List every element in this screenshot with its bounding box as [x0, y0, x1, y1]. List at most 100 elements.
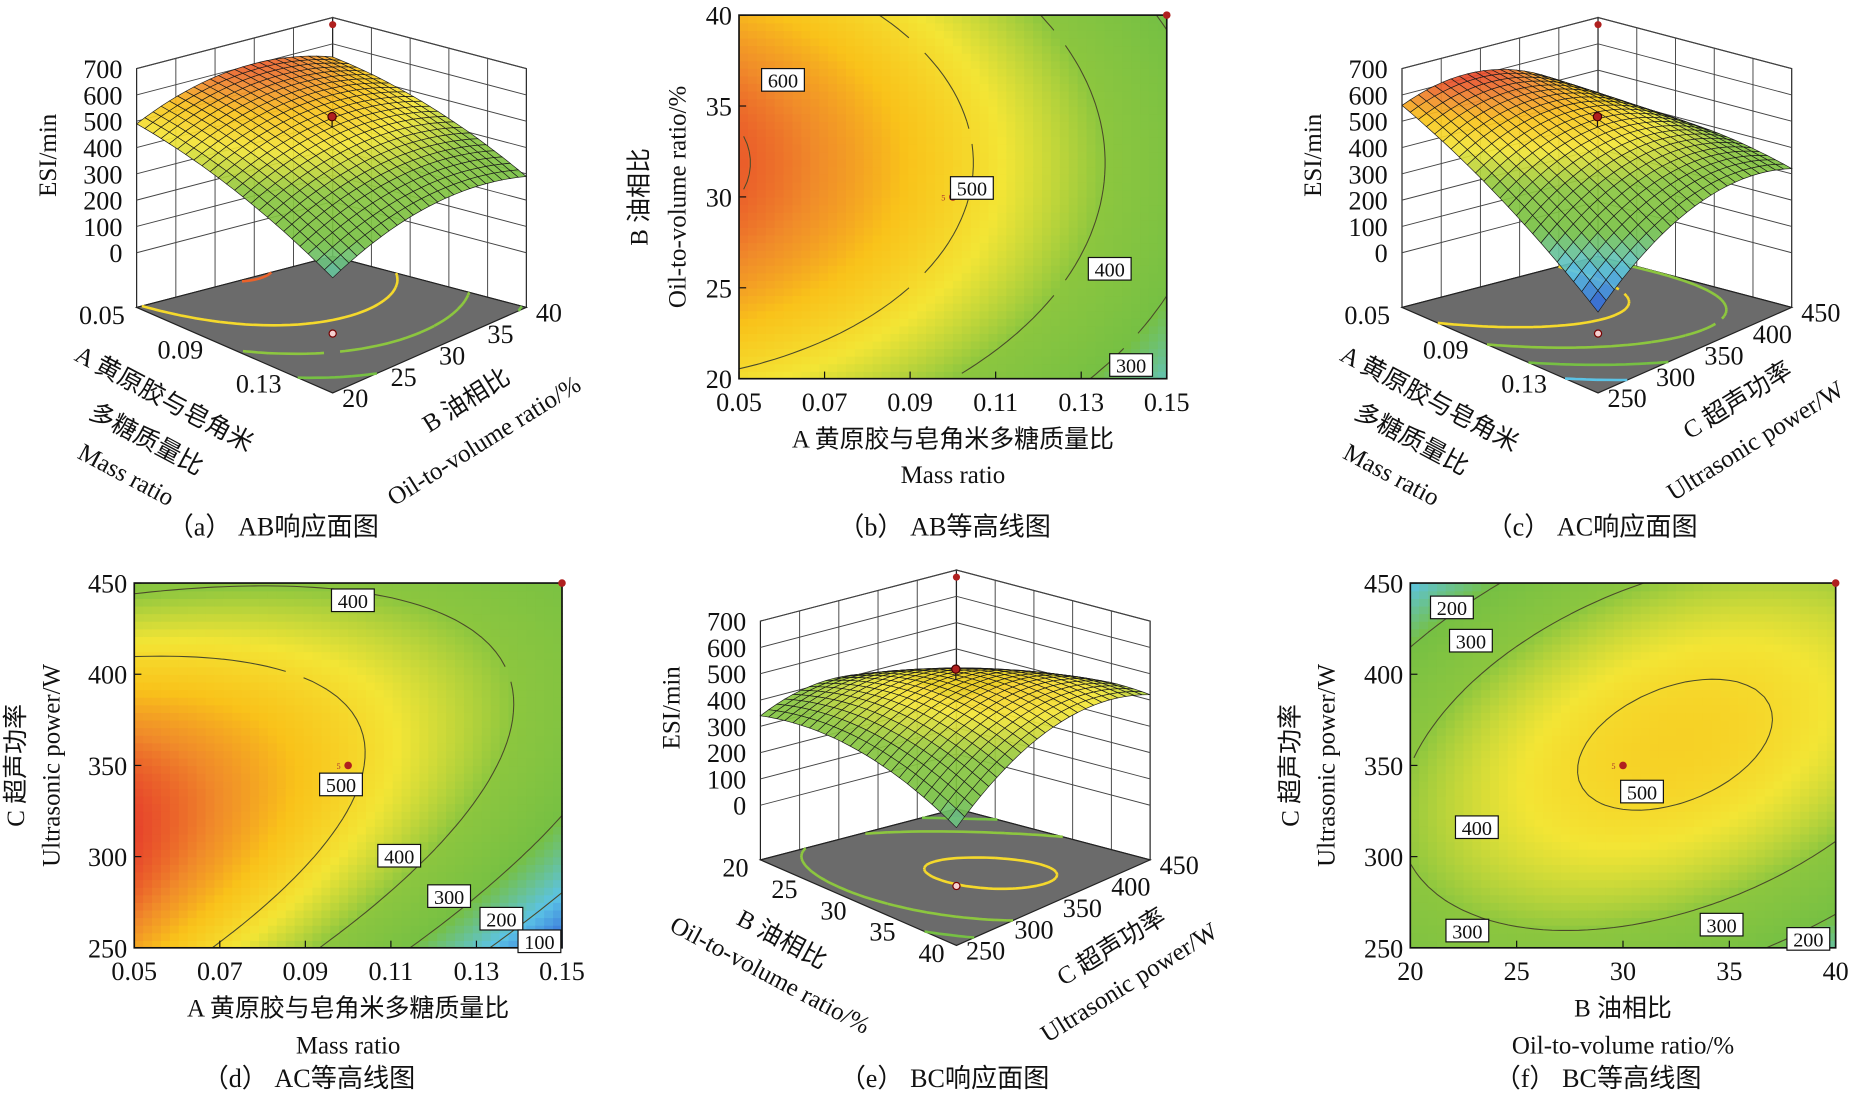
heat-cell — [756, 302, 767, 312]
heat-cell — [303, 598, 314, 607]
heat-cell — [1140, 106, 1150, 115]
heat-cell — [348, 651, 358, 660]
heat-cell — [854, 272, 865, 281]
heat-cell — [979, 151, 990, 160]
heat-cell — [872, 355, 883, 365]
heat-cell — [1104, 90, 1114, 100]
heat-cell — [1122, 333, 1132, 342]
heat-cell — [810, 60, 820, 69]
heat-cell — [935, 151, 945, 160]
heat-cell — [845, 98, 856, 107]
heat-cell — [178, 689, 189, 698]
y-tick-label: 30 — [706, 183, 732, 212]
heat-cell — [1024, 128, 1034, 138]
heat-cell — [979, 242, 990, 251]
heat-cell — [1077, 136, 1088, 145]
heat-cell — [756, 196, 767, 206]
heat-cell — [365, 727, 376, 736]
heat-cell — [312, 765, 323, 774]
heat-cell — [178, 803, 189, 812]
heat-cell — [169, 879, 180, 888]
heat-cell — [952, 60, 963, 69]
heat-cell — [765, 128, 776, 138]
heat-cell — [187, 894, 198, 903]
heat-cell — [1068, 60, 1079, 69]
heat-cell — [1113, 60, 1123, 69]
heat-cell — [739, 30, 749, 39]
heat-cell — [792, 121, 803, 130]
heat-cell — [152, 917, 162, 926]
heat-cell — [1024, 302, 1034, 312]
heat-cell — [169, 773, 180, 782]
heat-cell — [178, 666, 189, 675]
heat-cell — [1059, 136, 1070, 145]
heat-cell — [899, 174, 910, 183]
heat-cell — [1024, 90, 1034, 100]
heat-cell — [383, 917, 394, 926]
heat-cell — [241, 674, 251, 683]
heat-cell — [783, 189, 794, 198]
heat-cell — [917, 302, 927, 312]
heat-cell — [890, 121, 901, 130]
heat-cell — [756, 151, 767, 160]
heat-cell — [783, 242, 794, 251]
heat-cell — [259, 864, 269, 873]
heat-cell — [259, 788, 269, 797]
heat-cell — [801, 113, 812, 122]
heat-cell — [365, 659, 376, 668]
heat-cell — [881, 181, 892, 191]
heat-cell — [961, 265, 972, 274]
heat-cell — [792, 113, 803, 122]
heat-cell — [1113, 151, 1123, 160]
heat-cell — [837, 295, 847, 304]
heat-cell — [1006, 113, 1016, 122]
heat-cell — [765, 272, 776, 281]
heat-cell — [872, 265, 883, 274]
heat-cell — [1068, 128, 1079, 138]
heat-cell — [872, 136, 883, 145]
heat-cell — [872, 227, 883, 236]
heat-cell — [259, 879, 269, 888]
heat-cell — [357, 849, 367, 858]
heat-cell — [187, 628, 198, 637]
heat-cell — [881, 128, 892, 138]
heat-cell — [312, 750, 323, 759]
design-point — [1162, 11, 1171, 19]
heat-cell — [917, 159, 927, 168]
heat-cell — [828, 121, 838, 130]
heat-cell — [1077, 280, 1088, 289]
heat-cell — [143, 681, 153, 691]
heat-cell — [232, 605, 242, 615]
heat-cell — [926, 15, 936, 24]
heat-cell — [908, 98, 918, 107]
heat-cell — [321, 917, 332, 926]
heat-cell — [774, 318, 785, 327]
heat-cell — [935, 75, 945, 84]
heat-cell — [1086, 174, 1097, 183]
heat-cell — [1033, 181, 1043, 191]
heat-cell — [303, 621, 314, 630]
heat-cell — [1059, 318, 1070, 327]
heat-cell — [872, 325, 883, 334]
heat-cell — [899, 348, 910, 357]
heat-cell — [1140, 181, 1150, 191]
heat-cell — [1033, 265, 1043, 274]
heat-cell — [330, 712, 340, 721]
heat-cell — [285, 803, 296, 812]
heat-cell — [1086, 363, 1097, 372]
heat-cell — [134, 917, 144, 926]
heat-cell — [899, 340, 910, 350]
heat-cell — [357, 909, 367, 919]
heat-cell — [365, 795, 376, 805]
heat-cell — [348, 681, 358, 691]
heat-cell — [285, 757, 296, 767]
heat-cell — [756, 45, 767, 54]
heat-cell — [374, 613, 385, 622]
heat-cell — [1148, 219, 1159, 228]
heat-cell — [267, 605, 278, 615]
heat-cell — [1122, 60, 1132, 69]
heat-cell — [926, 234, 936, 244]
heat-cell — [285, 818, 296, 827]
heat-cell — [312, 674, 323, 683]
heat-cell — [1113, 234, 1123, 244]
